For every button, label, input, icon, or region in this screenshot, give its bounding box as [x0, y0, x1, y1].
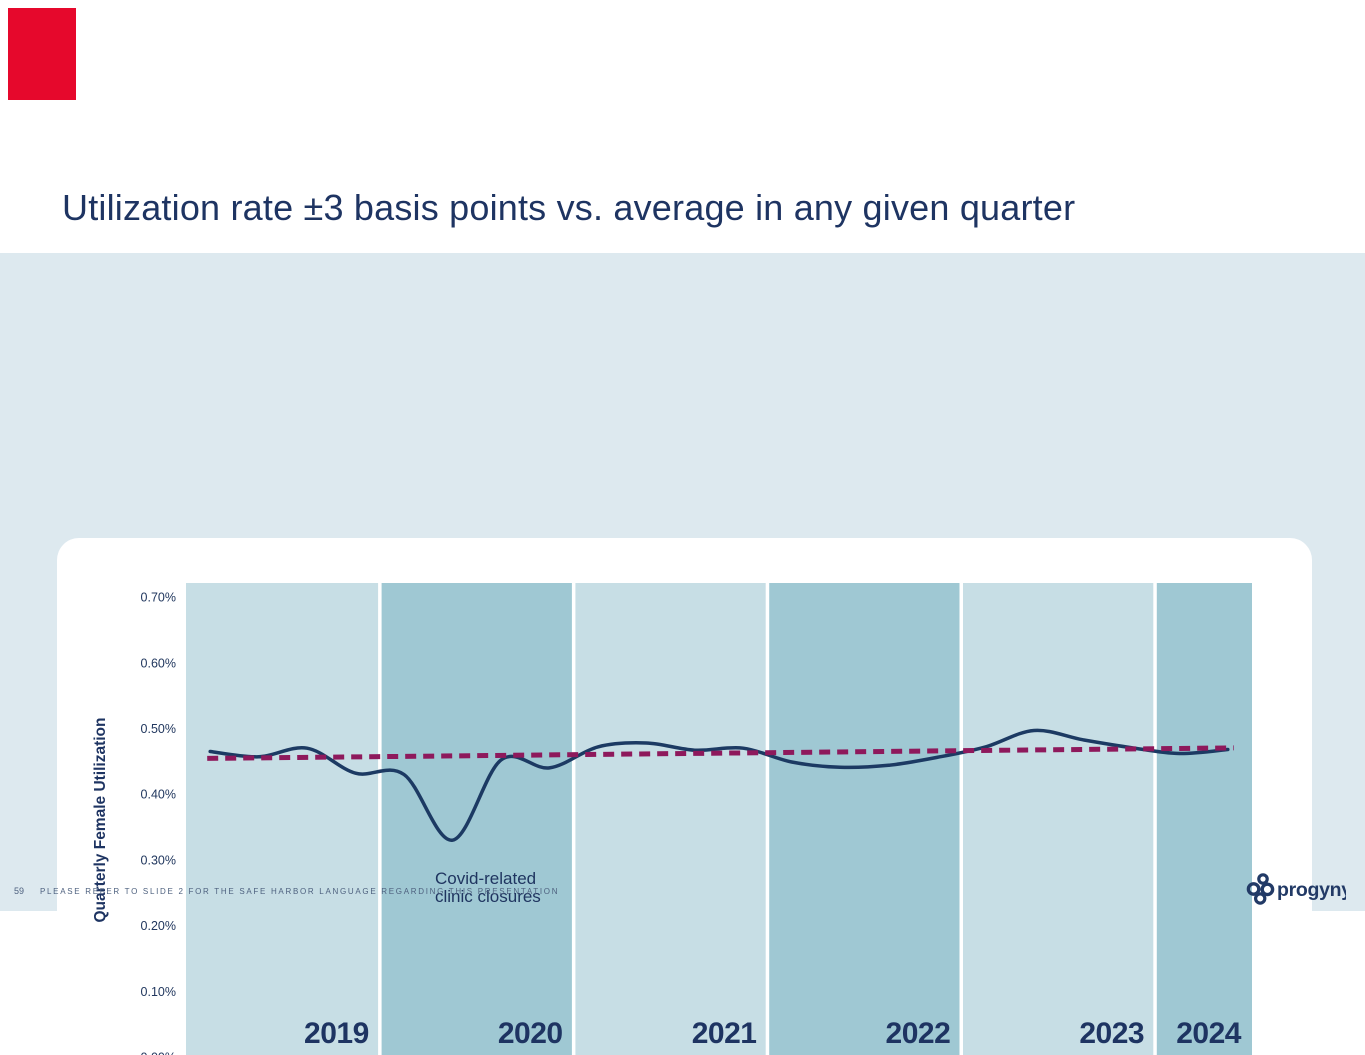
band-separator [1153, 583, 1157, 1055]
slide-accent-marker [8, 8, 76, 100]
covid-annotation-line: clinic closures [435, 887, 541, 906]
progyny-logo: progyny [1246, 869, 1353, 907]
utilization-line-chart: 2019 2020 2021 2022 2023 2024 Covid-relatedcli… [92, 583, 1252, 1055]
year-label-2021: 2021 [692, 1017, 757, 1050]
year-label-2022: 2022 [886, 1017, 951, 1050]
slide-title: Utilization rate ±3 basis points vs. ave… [62, 187, 1076, 228]
progyny-wordmark: progyny [1277, 879, 1346, 901]
year-band-2019 [186, 583, 380, 1055]
y-axis-title: Quarterly Female Utilization [92, 718, 109, 923]
chart-card: 2019 2020 2021 2022 2023 2024 Covid-related cli… [57, 538, 1312, 1055]
year-label-2024: 2024 [1176, 1017, 1242, 1050]
y-tick-label: 0.60% [141, 656, 176, 670]
four-ring-clover-icon [1246, 873, 1275, 905]
band-separator [571, 583, 576, 1055]
year-label-2023: 2023 [1079, 1017, 1144, 1050]
chart-section: 2019 2020 2021 2022 2023 2024 Covid-related cli… [0, 253, 1365, 1055]
y-tick-label: 0.70% [141, 591, 176, 605]
safe-harbor-disclaimer: PLEASE REFER TO SLIDE 2 FOR THE SAFE HAR… [40, 887, 560, 896]
band-separator [959, 583, 963, 1055]
y-tick-label: 0.30% [141, 853, 176, 867]
covid-annotation-line: Covid-related [435, 869, 536, 888]
year-band-2021 [573, 583, 768, 1055]
y-tick-label: 0.10% [141, 985, 176, 999]
band-separator [765, 583, 770, 1055]
year-label-2019: 2019 [304, 1017, 369, 1050]
year-band-2024 [1155, 583, 1252, 1055]
progyny-logo-svg: progyny [1246, 873, 1353, 905]
y-tick-label: 0.50% [141, 722, 176, 736]
page-number: 59 [14, 886, 25, 896]
year-label-2020: 2020 [498, 1017, 563, 1050]
average-trend-line [207, 745, 1234, 761]
y-tick-label: 0.20% [141, 919, 176, 933]
year-band-2022 [767, 583, 962, 1055]
year-band-2023 [961, 583, 1156, 1055]
y-tick-label: 0.40% [141, 788, 176, 802]
utilization-line [208, 728, 1230, 842]
band-separator [378, 583, 382, 1055]
y-tick-label: 0.00% [141, 1051, 176, 1055]
year-band-2020 [379, 583, 574, 1055]
